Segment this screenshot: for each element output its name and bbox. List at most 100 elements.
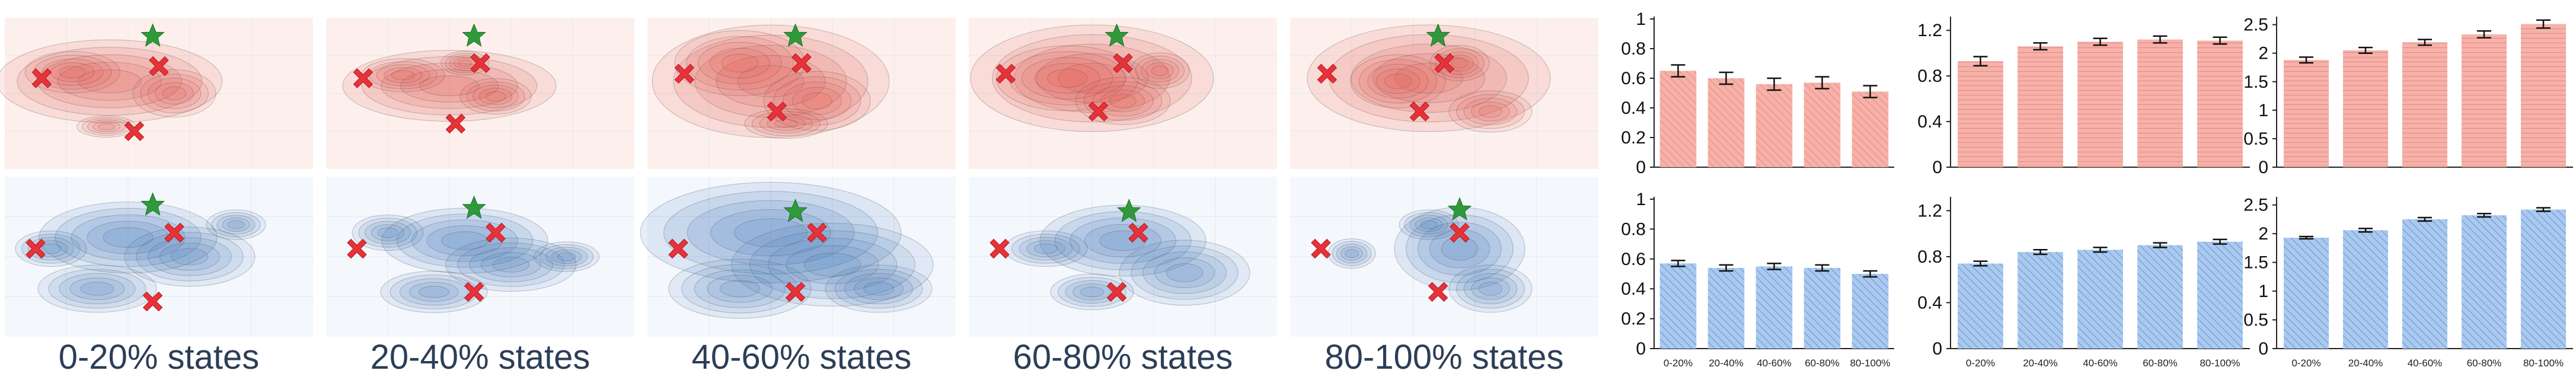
bar <box>2137 245 2183 349</box>
error-bar <box>1719 264 1734 272</box>
bar <box>2402 42 2447 167</box>
bar-charts: 0 0.2 0.4 0.6 0.8 1 0 0.4 0.8 1.2 0 0.5 1 1.5 2 2.5 0 0.2… <box>1621 9 2573 369</box>
bar <box>1707 78 1745 167</box>
y-tick-label: 0.8 <box>1621 219 1646 239</box>
bar-chart-top-1: 0 0.2 0.4 0.6 0.8 1 <box>1621 9 1894 177</box>
bar <box>1852 91 1889 167</box>
y-tick-label: 1.5 <box>2243 253 2268 273</box>
y-tick-label: 2.5 <box>2243 15 2268 35</box>
panel-label: 20-40% states <box>371 338 590 376</box>
density-panel-blue-2 <box>326 177 634 337</box>
bar <box>1803 267 1841 349</box>
density-panel-red-1 <box>0 18 313 169</box>
y-tick-label: 1 <box>1636 9 1646 29</box>
bar <box>2018 46 2063 168</box>
density-panel-red-4 <box>969 18 1277 169</box>
y-tick-label: 0 <box>1636 158 1646 177</box>
y-tick-label: 1.5 <box>2243 72 2268 92</box>
density-panel-blue-5 <box>1290 177 1598 337</box>
bar-chart-bottom-3: 0 0.5 1 1.5 2 2.5 0-20% 20-40% 40-60% 60-80% 80-10… <box>2243 196 2573 369</box>
bar-chart-bottom-1: 0 0.2 0.4 0.6 0.8 1 0-20% 20-40% 40-60% 60-80% 80-… <box>1621 190 1894 369</box>
x-tick-label: 0-20% <box>1966 357 1995 369</box>
bar <box>2462 34 2507 167</box>
y-tick-label: 0 <box>2258 158 2268 177</box>
y-tick-label: 2 <box>2258 224 2268 244</box>
error-bar <box>1973 260 1988 267</box>
y-tick-label: 2 <box>2258 44 2268 63</box>
error-bar <box>2418 216 2432 222</box>
x-tick-label: 60-80% <box>2143 357 2178 369</box>
bar <box>2343 230 2388 349</box>
y-tick-label: 1 <box>1636 190 1646 209</box>
y-tick-label: 0.8 <box>1917 247 1942 267</box>
bar-chart-top-3: 0 0.5 1 1.5 2 2.5 <box>2243 15 2573 177</box>
y-tick-label: 1.2 <box>1917 201 1942 221</box>
error-bar <box>2536 207 2551 212</box>
y-tick-label: 0 <box>1932 339 1942 359</box>
bar <box>2343 50 2388 167</box>
bar <box>2137 39 2183 167</box>
y-tick-label: 0 <box>1636 339 1646 359</box>
y-tick-label: 0 <box>1932 158 1942 177</box>
error-bar <box>1863 270 1878 278</box>
bar <box>1803 82 1841 167</box>
error-bar <box>2033 249 2048 256</box>
density-panel-blue-1 <box>5 177 313 337</box>
density-panels <box>0 18 1598 337</box>
error-bar <box>2299 56 2313 64</box>
error-bar <box>2213 36 2227 45</box>
density-panel-red-5 <box>1290 18 1598 169</box>
bar <box>2521 24 2566 168</box>
error-bar <box>1719 71 1734 85</box>
error-bar <box>1767 77 1782 91</box>
y-tick-label: 0.8 <box>1917 66 1942 86</box>
y-tick-label: 0 <box>2258 339 2268 359</box>
error-bar <box>1767 263 1782 270</box>
x-tick-label: 40-60% <box>2083 357 2118 369</box>
bar <box>2197 241 2243 349</box>
error-bar <box>1973 56 1988 67</box>
density-panel-blue-3 <box>640 177 956 337</box>
error-bar <box>2358 228 2373 233</box>
bar <box>2462 215 2507 349</box>
error-bar <box>1671 64 1686 78</box>
y-tick-label: 0.2 <box>1621 128 1646 148</box>
bar <box>1659 71 1697 167</box>
error-bar <box>2358 46 2373 54</box>
error-bar <box>2213 238 2227 245</box>
y-tick-label: 1.2 <box>1917 21 1942 40</box>
bar <box>2197 40 2243 168</box>
error-bar <box>2536 19 2551 29</box>
y-tick-label: 0.2 <box>1621 309 1646 329</box>
bar-chart-bottom-2: 0 0.4 0.8 1.2 0-20% 20-40% 40-60% 60-80% 80-100% <box>1917 197 2250 369</box>
error-bar <box>1671 260 1686 267</box>
density-panel-red-3 <box>647 18 956 169</box>
y-tick-label: 0.4 <box>1621 279 1646 299</box>
bar <box>1852 274 1889 349</box>
error-bar <box>2153 242 2168 248</box>
y-tick-label: 0.6 <box>1621 250 1646 269</box>
y-tick-label: 0.4 <box>1917 112 1942 132</box>
x-tick-label: 20-40% <box>2023 357 2058 369</box>
error-bar <box>2093 37 2108 46</box>
bar <box>2284 60 2329 167</box>
x-tick-label: 0-20% <box>2291 357 2320 369</box>
x-tick-label: 0-20% <box>1664 357 1693 369</box>
panel-label: 0-20% states <box>59 338 260 376</box>
error-bar <box>2299 235 2313 240</box>
panel-label: 60-80% states <box>1013 338 1233 376</box>
x-tick-label: 80-100% <box>2200 357 2240 369</box>
x-tick-label: 20-40% <box>2348 357 2383 369</box>
bar <box>2077 250 2123 349</box>
error-bar <box>2033 42 2048 51</box>
y-tick-label: 0.6 <box>1621 69 1646 88</box>
y-tick-label: 1 <box>2258 101 2268 120</box>
error-bar <box>2477 212 2491 218</box>
y-tick-label: 2.5 <box>2243 196 2268 215</box>
panel-labels: 0-20% states 20-40% states 40-60% states 60… <box>59 338 1564 376</box>
error-bar <box>1863 85 1878 98</box>
error-bar <box>2418 39 2432 46</box>
y-tick-label: 0.4 <box>1917 293 1942 312</box>
x-tick-label: 40-60% <box>2408 357 2443 369</box>
bar <box>1659 263 1697 349</box>
